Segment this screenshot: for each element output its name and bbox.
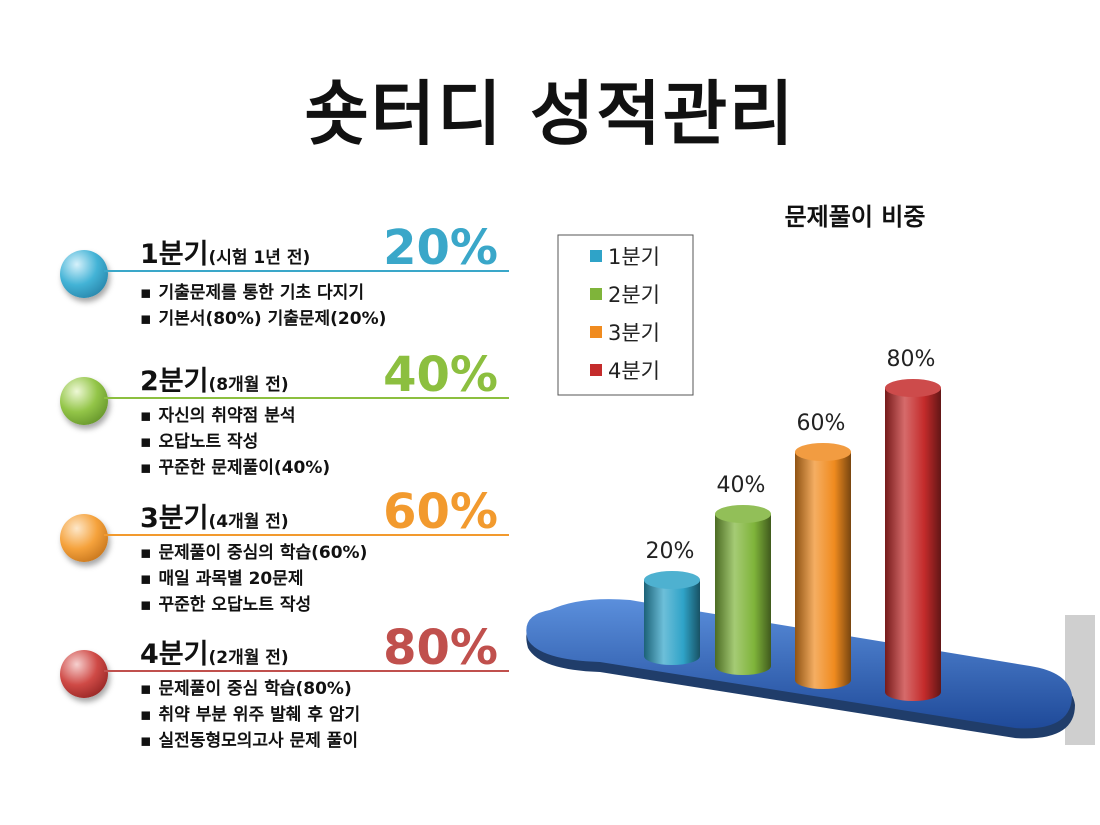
bar-top (644, 571, 700, 589)
quarter-3-bullets: 문제풀이 중심의 학습(60%) 매일 과목별 20문제 꾸준한 오답노트 작성 (140, 540, 368, 618)
list-item: 매일 과목별 20문제 (140, 566, 367, 592)
list-item: 문제풀이 중심 학습(80%) (140, 676, 360, 702)
bar-top (885, 379, 941, 397)
bar-body (715, 514, 771, 675)
quarter-4-divider (104, 670, 509, 672)
quarter-2: 2분기(8개월 전) 40% 자신의 취약점 분석 오답노트 작성 꾸준한 문제… (60, 347, 510, 485)
legend-swatch (590, 326, 602, 338)
bar-2: 40% (715, 473, 771, 675)
list-item: 실전동형모의고사 문제 풀이 (140, 728, 360, 754)
quarter-1-bullets: 기출문제를 통한 기초 다지기 기본서(80%) 기출문제(20%) (140, 280, 387, 332)
quarter-1-percent: 20% (383, 220, 498, 276)
quarter-1-divider (104, 270, 509, 272)
legend-swatch (590, 250, 602, 262)
quarter-3-ball-icon (60, 514, 108, 562)
quarter-2-note: (8개월 전) (208, 375, 289, 395)
quarter-4-note: (2개월 전) (208, 648, 289, 668)
bar-data-label: 40% (717, 473, 766, 498)
list-item: 문제풀이 중심의 학습(60%) (140, 540, 368, 566)
quarter-2-ball-icon (60, 377, 108, 425)
bar-data-label: 60% (797, 411, 846, 436)
bar-chart: 문제풀이 비중 1분기 2분기 3분기 4분기 20% 40% 60% 80% (526, 203, 1095, 745)
quarter-3-percent: 60% (383, 484, 498, 540)
quarter-2-divider (104, 397, 509, 399)
legend-swatch (590, 364, 602, 376)
quarter-3-name: 3분기 (140, 503, 209, 534)
list-item: 자신의 취약점 분석 (140, 403, 330, 429)
quarter-4: 4분기(2개월 전) 80% 문제풀이 중심 학습(80%) 취약 부분 위주 … (60, 620, 510, 758)
quarter-4-heading: 4분기(2개월 전) (140, 632, 289, 671)
quarter-3-heading: 3분기(4개월 전) (140, 496, 289, 535)
quarter-4-percent: 80% (383, 620, 498, 676)
chart-title: 문제풀이 비중 (785, 203, 926, 231)
bar-3: 60% (795, 411, 851, 689)
chart-legend: 1분기 2분기 3분기 4분기 (557, 234, 694, 396)
list-item: 취약 부분 위주 발췌 후 암기 (140, 702, 361, 728)
legend-entry: 2분기 (608, 283, 660, 307)
quarter-4-bullets: 문제풀이 중심 학습(80%) 취약 부분 위주 발췌 후 암기 실전동형모의고… (140, 676, 361, 754)
bar-body (644, 580, 700, 665)
quarter-2-percent: 40% (383, 347, 498, 403)
list-item: 오답노트 작성 (140, 429, 330, 455)
legend-entry: 1분기 (608, 245, 660, 269)
list-item: 기본서(80%) 기출문제(20%) (140, 306, 387, 332)
quarter-4-name: 4분기 (140, 639, 209, 670)
bar-body (885, 388, 941, 701)
quarter-list: 1분기(시험 1년 전) 20% 기출문제를 통한 기초 다지기 기본서(80%… (0, 0, 520, 825)
quarter-1-name: 1분기 (140, 239, 209, 270)
quarter-2-heading: 2분기(8개월 전) (140, 359, 289, 398)
list-item: 기출문제를 통한 기초 다지기 (140, 280, 386, 306)
legend-box (557, 234, 694, 396)
legend-entry: 3분기 (608, 321, 660, 345)
bar-body (795, 452, 851, 689)
legend-swatch (590, 288, 602, 300)
quarter-3: 3분기(4개월 전) 60% 문제풀이 중심의 학습(60%) 매일 과목별 2… (60, 484, 510, 622)
quarter-1: 1분기(시험 1년 전) 20% 기출문제를 통한 기초 다지기 기본서(80%… (60, 220, 510, 338)
chart-bars: 20% 40% 60% 80% (644, 347, 941, 701)
quarter-1-ball-icon (60, 250, 108, 298)
list-item: 꾸준한 오답노트 작성 (140, 592, 367, 618)
bar-top (715, 505, 771, 523)
bar-1: 20% (644, 539, 700, 665)
bar-4: 80% (885, 347, 941, 701)
bar-data-label: 20% (646, 539, 695, 564)
quarter-1-heading: 1분기(시험 1년 전) (140, 232, 310, 271)
quarter-1-note: (시험 1년 전) (208, 248, 311, 268)
legend-entry: 4분기 (608, 359, 660, 383)
quarter-2-bullets: 자신의 취약점 분석 오답노트 작성 꾸준한 문제풀이(40%) (140, 403, 331, 481)
chart-shadow (1065, 615, 1095, 745)
bar-data-label: 80% (887, 347, 936, 372)
quarter-4-ball-icon (60, 650, 108, 698)
quarter-3-divider (104, 534, 509, 536)
list-item: 꾸준한 문제풀이(40%) (140, 455, 331, 481)
page-title: 숏터디 성적관리 (304, 73, 796, 155)
quarter-3-note: (4개월 전) (208, 512, 289, 532)
bar-top (795, 443, 851, 461)
quarter-2-name: 2분기 (140, 366, 209, 397)
